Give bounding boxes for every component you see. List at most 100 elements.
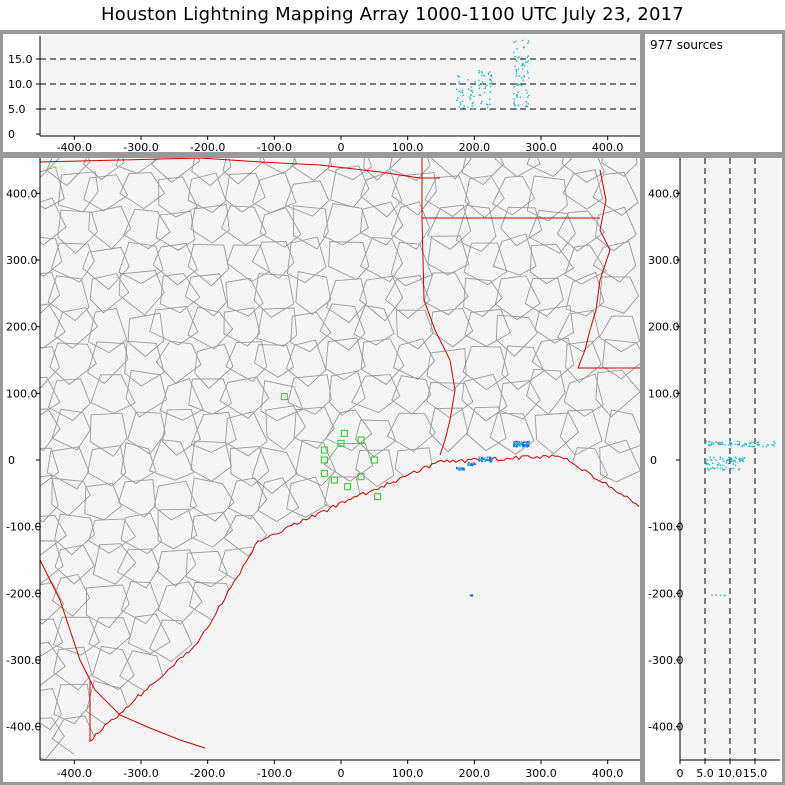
lightning-source xyxy=(523,441,526,443)
lightning-source-altitude xyxy=(738,458,740,461)
county-outline xyxy=(127,411,166,455)
lightning-source-altitude xyxy=(756,444,759,446)
panel-border-top xyxy=(0,30,785,34)
lightning-source xyxy=(463,469,466,471)
county-outline xyxy=(524,277,564,317)
x-tick-label: -100.0 xyxy=(257,141,292,154)
lightning-source xyxy=(467,464,469,467)
panel-border-right xyxy=(782,30,785,785)
lightning-source-altitude xyxy=(718,443,721,446)
lightning-source-altitude xyxy=(520,84,523,87)
lightning-source xyxy=(461,468,464,471)
county-outline xyxy=(57,209,99,255)
lightning-source xyxy=(518,441,521,443)
lightning-source-altitude xyxy=(719,464,721,466)
lightning-source-altitude xyxy=(516,95,519,97)
y-tick-label: 200.0 xyxy=(648,321,680,334)
lightning-source-altitude xyxy=(514,105,516,107)
x-tick-label: 200.0 xyxy=(459,767,491,780)
lightning-source xyxy=(468,462,470,464)
lightning-source-altitude xyxy=(739,458,741,461)
county-outline xyxy=(461,373,508,422)
lightning-source-altitude xyxy=(480,71,483,73)
lightning-source-altitude xyxy=(709,443,711,446)
y-tick-label: 0 xyxy=(8,128,15,141)
lightning-source-altitude xyxy=(463,105,465,107)
lightning-source-altitude xyxy=(517,57,519,59)
county-outline xyxy=(92,543,137,585)
x-tick-label: 10.0 xyxy=(718,767,743,780)
county-outline xyxy=(360,237,404,283)
county-outline xyxy=(426,382,474,419)
lightning-source-altitude xyxy=(706,467,709,470)
lightning-source-altitude xyxy=(474,81,476,83)
lightning-source-altitude xyxy=(489,98,491,100)
county-outline xyxy=(495,314,538,357)
y-tick-label: 5.0 xyxy=(8,103,26,116)
lightning-source-altitude xyxy=(526,61,529,63)
county-outline xyxy=(187,172,227,214)
lightning-source-altitude xyxy=(722,468,724,471)
lightning-source-altitude xyxy=(719,458,721,461)
lightning-source xyxy=(483,458,486,460)
lightning-source-altitude xyxy=(741,460,744,462)
county-outline xyxy=(190,440,232,482)
x-tick-label: 200.0 xyxy=(459,141,491,154)
lightning-source-altitude xyxy=(727,459,730,461)
lightning-source-altitude xyxy=(489,82,491,85)
lightning-source-altitude xyxy=(487,73,490,75)
county-outline xyxy=(185,550,229,588)
lightning-source-altitude xyxy=(729,440,731,443)
county-outline xyxy=(526,158,572,177)
county-outline xyxy=(595,206,637,252)
county-outline xyxy=(565,271,605,317)
county-outline xyxy=(83,174,129,212)
lightning-source-altitude xyxy=(470,89,472,92)
lightning-source-altitude xyxy=(743,443,746,445)
lightning-source xyxy=(527,444,530,446)
county-outline xyxy=(40,540,64,585)
county-outline xyxy=(492,233,537,276)
lightning-source xyxy=(480,459,483,462)
county-outline xyxy=(498,380,541,420)
county-outline xyxy=(194,343,234,390)
lightning-source-altitude xyxy=(726,459,728,461)
lightning-source-altitude xyxy=(515,93,518,96)
x-tick-label: -400.0 xyxy=(57,767,92,780)
county-outline xyxy=(354,419,397,458)
lightning-source-altitude xyxy=(489,71,491,73)
lightning-source-altitude xyxy=(712,466,714,469)
lightning-source-altitude xyxy=(468,88,470,90)
lightning-source-altitude xyxy=(519,83,521,86)
county-outline xyxy=(219,376,270,419)
lightning-source-altitude xyxy=(526,105,528,108)
lightning-source-altitude xyxy=(489,79,491,81)
lightning-source xyxy=(524,441,527,444)
lightning-source-altitude xyxy=(748,442,751,444)
county-outline xyxy=(158,176,198,218)
lightning-source xyxy=(490,458,493,461)
county-outline xyxy=(40,197,67,246)
lightning-source-altitude xyxy=(484,87,486,90)
county-outline xyxy=(225,277,264,317)
lightning-source-altitude xyxy=(457,75,459,77)
lightning-source xyxy=(469,464,471,467)
lightning-source-altitude xyxy=(737,444,740,446)
lightning-source-altitude xyxy=(734,459,736,462)
lightning-source xyxy=(513,441,516,443)
lightning-source-altitude xyxy=(525,105,527,108)
lightning-source-altitude xyxy=(528,77,530,79)
lightning-source-altitude xyxy=(730,460,733,462)
lightning-source-altitude xyxy=(458,76,460,78)
county-outline xyxy=(291,158,333,181)
lightning-source-altitude xyxy=(725,462,728,464)
lightning-source-altitude xyxy=(521,64,524,66)
county-outline xyxy=(156,549,197,587)
lightning-source-altitude xyxy=(730,458,733,461)
lightning-source-altitude xyxy=(473,95,475,98)
lightning-source-altitude xyxy=(515,75,518,77)
lightning-source-altitude xyxy=(520,77,523,79)
lightning-source-altitude xyxy=(752,445,754,448)
lightning-source-altitude xyxy=(517,84,519,86)
lightning-source xyxy=(470,594,472,597)
